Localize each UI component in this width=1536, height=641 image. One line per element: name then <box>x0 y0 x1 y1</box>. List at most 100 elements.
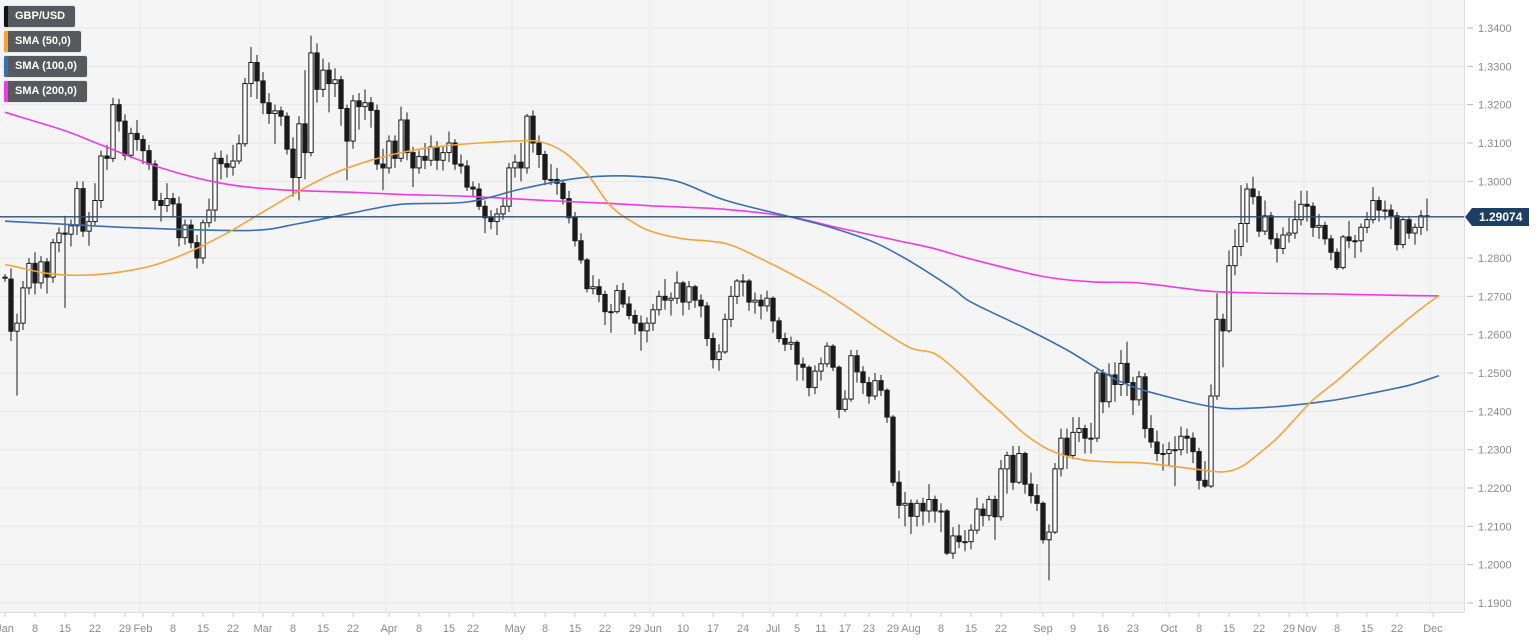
candle-body <box>686 286 692 303</box>
candle-body <box>1400 219 1406 246</box>
time-axis-label: 22 <box>995 623 1007 635</box>
candle-body <box>218 157 224 165</box>
candle-body <box>1154 441 1160 454</box>
candle-body <box>812 370 818 389</box>
time-axis-label: 16 <box>1097 623 1109 635</box>
candle-body <box>122 120 128 156</box>
candle-body <box>746 280 752 303</box>
candle-body <box>530 115 536 144</box>
time-axis-label: 15 <box>443 623 455 635</box>
candle-body <box>62 232 68 235</box>
time-axis-label: 9 <box>1070 623 1076 635</box>
time-axis-label: 8 <box>938 623 944 635</box>
time-axis-label: 8 <box>170 623 176 635</box>
candle-body <box>626 303 632 316</box>
candle-body <box>440 152 446 161</box>
time-axis-label: 8 <box>542 623 548 635</box>
time-axis-label: 23 <box>863 623 875 635</box>
candle-body <box>458 163 464 167</box>
candle-body <box>620 290 626 305</box>
legend-item-sma200[interactable]: SMA (200,0) <box>4 81 87 102</box>
candle-body <box>1268 215 1274 240</box>
candle-body <box>1022 452 1028 485</box>
candle-body <box>1274 238 1280 249</box>
candle-body <box>584 259 590 290</box>
candle-body <box>308 52 314 154</box>
candle-body <box>518 161 524 169</box>
candle-body <box>986 498 992 517</box>
candle-body <box>1118 362 1124 385</box>
candle-body <box>152 163 158 201</box>
candle-body <box>1148 428 1154 443</box>
legend-item-sma50[interactable]: SMA (50,0) <box>4 31 81 52</box>
candle-body <box>1244 188 1250 224</box>
candle-body <box>938 510 944 513</box>
candle-body <box>1304 203 1310 207</box>
candle-body <box>470 186 476 190</box>
candle-body <box>314 52 320 90</box>
time-axis-label: Jan <box>0 623 14 635</box>
candle-body <box>668 297 674 301</box>
candle-body <box>494 213 500 223</box>
time-axis-label: 15 <box>965 623 977 635</box>
candle-body <box>524 115 530 169</box>
time-axis-label: 8 <box>1196 623 1202 635</box>
legend-item-sma100[interactable]: SMA (100,0) <box>4 56 87 77</box>
candle-body <box>134 132 140 141</box>
candle-body <box>224 163 230 168</box>
candle-body <box>836 366 842 410</box>
price-axis-label: 1.3100 <box>1478 138 1512 150</box>
candle-body <box>656 295 662 311</box>
candle-body <box>992 498 998 518</box>
candle-body <box>1280 234 1286 249</box>
candle-body <box>542 153 548 180</box>
candle-body <box>344 107 350 142</box>
candle-body <box>872 380 878 397</box>
time-axis-label: Feb <box>134 623 153 635</box>
candle-body <box>146 150 152 165</box>
candle-body <box>188 224 194 244</box>
candle-body <box>854 355 860 373</box>
sma100-label: SMA (100,0) <box>15 60 77 72</box>
candle-body <box>50 242 56 278</box>
legend-item-symbol[interactable]: GBP/USD <box>4 6 76 27</box>
candle-body <box>788 341 794 345</box>
candle-body <box>488 217 494 223</box>
candle-body <box>578 240 584 261</box>
candle-body <box>416 155 422 169</box>
candle-body <box>920 502 926 512</box>
time-axis-label: Sep <box>1033 623 1053 635</box>
candle-body <box>296 123 302 178</box>
candle-body <box>902 502 908 506</box>
candle-body <box>1142 376 1148 430</box>
candle-body <box>140 139 146 152</box>
candle-body <box>1388 209 1394 217</box>
time-axis-label: 22 <box>1253 623 1265 635</box>
time-axis-label: 10 <box>677 623 689 635</box>
price-axis-label: 1.3400 <box>1478 23 1512 35</box>
candle-body <box>1052 468 1058 533</box>
symbol-label: GBP/USD <box>15 10 66 22</box>
candle-body <box>98 155 104 201</box>
time-axis-label: 22 <box>1391 623 1403 635</box>
candle-body <box>968 529 974 543</box>
price-axis-label: 1.3300 <box>1478 61 1512 73</box>
candle-body <box>1256 196 1262 232</box>
candle-body <box>800 363 806 368</box>
candle-body <box>1064 437 1070 456</box>
candle-body <box>1250 188 1256 198</box>
candle-body <box>1322 224 1328 240</box>
time-axis-label: 15 <box>197 623 209 635</box>
price-axis-label: 1.2800 <box>1478 253 1512 265</box>
time-axis-label: 15 <box>59 623 71 635</box>
time-axis-label: 15 <box>1223 623 1235 635</box>
time-axis-label: 8 <box>1334 623 1340 635</box>
price-axis-label: 1.2000 <box>1478 560 1512 572</box>
candle-body <box>1340 236 1346 269</box>
candle-body <box>398 119 404 159</box>
candle-body <box>320 69 326 90</box>
candle-body <box>932 498 938 512</box>
candle-body <box>14 322 20 332</box>
candle-body <box>782 337 788 345</box>
